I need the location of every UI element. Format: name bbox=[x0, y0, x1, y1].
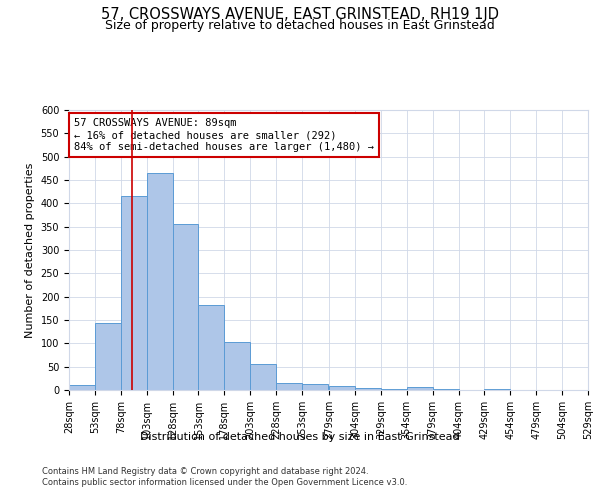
Bar bbox=[121, 196, 146, 390]
Bar bbox=[250, 364, 276, 390]
Bar bbox=[302, 384, 328, 390]
Bar bbox=[407, 387, 433, 390]
Text: 57, CROSSWAYS AVENUE, EAST GRINSTEAD, RH19 1JD: 57, CROSSWAYS AVENUE, EAST GRINSTEAD, RH… bbox=[101, 8, 499, 22]
Bar bbox=[355, 388, 381, 390]
Text: 57 CROSSWAYS AVENUE: 89sqm
← 16% of detached houses are smaller (292)
84% of sem: 57 CROSSWAYS AVENUE: 89sqm ← 16% of deta… bbox=[74, 118, 374, 152]
Bar bbox=[276, 383, 302, 390]
Text: Distribution of detached houses by size in East Grinstead: Distribution of detached houses by size … bbox=[140, 432, 460, 442]
Bar bbox=[173, 224, 199, 390]
Bar bbox=[95, 324, 121, 390]
Bar bbox=[381, 389, 407, 390]
Bar bbox=[146, 173, 173, 390]
Y-axis label: Number of detached properties: Number of detached properties bbox=[25, 162, 35, 338]
Bar bbox=[224, 342, 250, 390]
Bar bbox=[484, 389, 511, 390]
Bar bbox=[199, 304, 224, 390]
Text: Contains HM Land Registry data © Crown copyright and database right 2024.
Contai: Contains HM Land Registry data © Crown c… bbox=[42, 468, 407, 487]
Bar bbox=[329, 386, 355, 390]
Bar bbox=[433, 389, 458, 390]
Text: Size of property relative to detached houses in East Grinstead: Size of property relative to detached ho… bbox=[105, 19, 495, 32]
Bar bbox=[69, 386, 95, 390]
